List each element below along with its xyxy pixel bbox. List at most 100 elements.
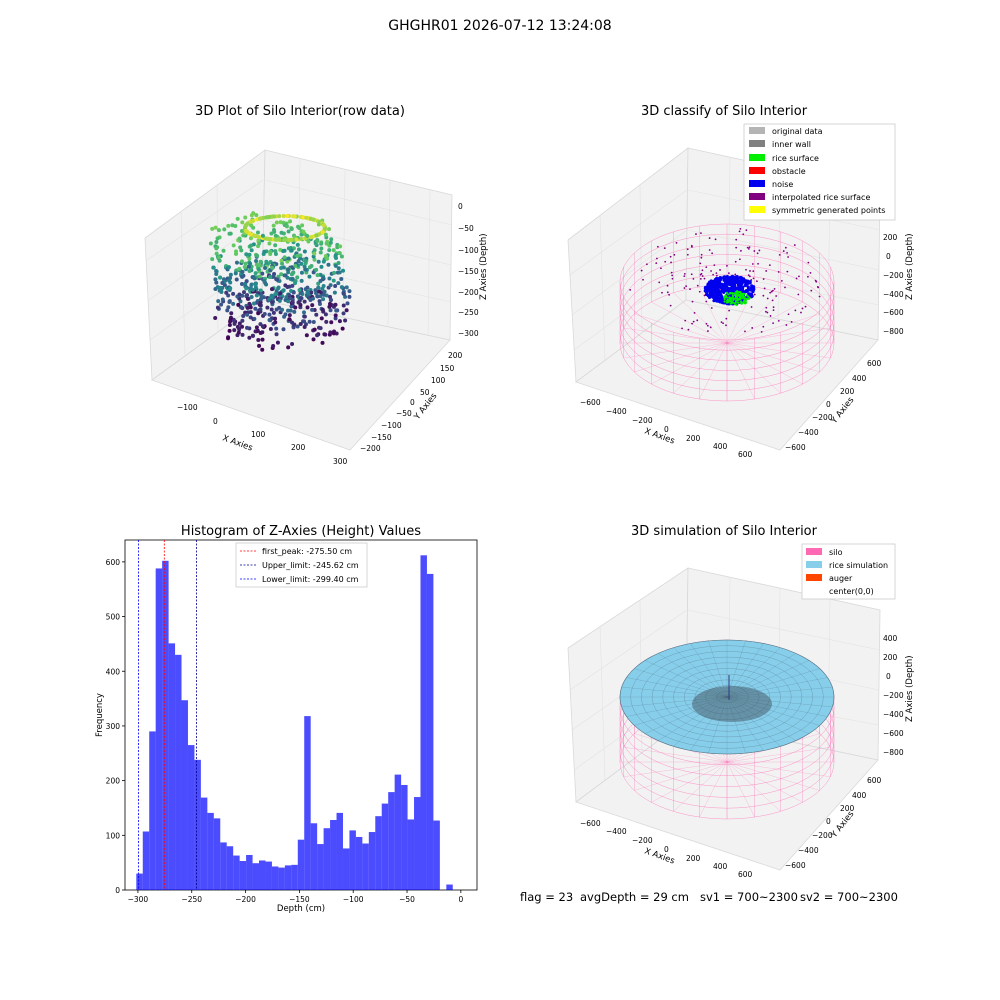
raw-point (339, 254, 344, 259)
noise-point (710, 282, 714, 286)
raw-point (295, 324, 300, 329)
interpolated-point (784, 286, 786, 289)
raw-point (333, 313, 338, 318)
raw-point (315, 333, 320, 338)
raw-point (298, 302, 303, 307)
simulation-z-ticks: 400 200 0 −200 −400 −600 −800 (883, 634, 904, 757)
raw-point (240, 259, 245, 264)
figure-title: GHGHR01 2026-07-12 13:24:08 (388, 18, 612, 34)
noise-point (730, 283, 734, 287)
raw-point (319, 264, 324, 269)
histogram-bar (375, 816, 382, 890)
interpolated-point (629, 289, 632, 291)
raw-point (305, 305, 310, 310)
raw-point (250, 287, 255, 292)
interpolated-point (671, 274, 674, 277)
sim-ytick: −200 (812, 831, 833, 840)
interpolated-point (681, 327, 683, 330)
raw-point (271, 223, 276, 228)
raw-point (297, 288, 302, 293)
histogram-bar (297, 839, 305, 890)
silo-floor-spoke (726, 301, 803, 344)
raw-point (314, 312, 319, 317)
raw-ytick: 50 (420, 388, 430, 397)
raw-point (309, 290, 314, 295)
raw-point (313, 291, 318, 296)
raw-point (288, 219, 293, 224)
raw-point (273, 292, 278, 297)
interpolated-point (670, 271, 673, 274)
rice-surface-point (733, 292, 736, 295)
interpolated-point (714, 238, 717, 241)
rice-mesh-spoke (690, 643, 728, 698)
interpolated-point (751, 327, 754, 329)
sim-ztick: −400 (883, 710, 904, 719)
raw-point (233, 224, 238, 229)
sim-xtick: −400 (606, 827, 627, 836)
interpolated-point (804, 305, 807, 308)
raw-point (274, 220, 279, 225)
raw-point (255, 328, 260, 333)
histogram-bar (433, 820, 440, 890)
silo-floor-spoke (673, 342, 728, 394)
interpolated-point (683, 287, 686, 289)
rice-mesh-spoke (726, 696, 764, 751)
raw-point (220, 297, 225, 302)
raw-point (341, 268, 346, 273)
raw-point (279, 258, 284, 263)
raw-point (245, 312, 250, 317)
raw-point (320, 229, 325, 234)
raw-point (333, 302, 338, 307)
raw-point (290, 342, 295, 347)
sim-ztick: −600 (883, 729, 904, 738)
interpolated-point (673, 253, 676, 256)
rice-mesh-spoke (644, 660, 728, 698)
raw-xtick: 300 (333, 457, 348, 466)
raw-point (286, 246, 291, 251)
raw-point (219, 290, 224, 295)
rice-mesh-spoke (658, 653, 728, 698)
histogram-bar (226, 846, 234, 890)
raw-point (213, 225, 218, 230)
raw-point (323, 312, 328, 317)
sim-ztick: −800 (883, 748, 904, 757)
raw-point (333, 263, 338, 268)
raw-point (332, 270, 337, 275)
interpolated-point (795, 277, 798, 280)
raw-point (286, 345, 291, 350)
histogram-y-tick-label: 100 (106, 831, 121, 840)
raw-point (298, 291, 303, 296)
histogram-bar (233, 855, 240, 890)
interpolated-point (711, 252, 714, 255)
raw-point (230, 223, 235, 228)
classify-zlabel: Z Axies (Depth) (905, 233, 915, 300)
histogram-reference-lines (138, 540, 197, 890)
raw-point (275, 277, 280, 282)
histogram-y-tick-label: 500 (106, 613, 121, 622)
interpolated-point (715, 272, 718, 275)
interpolated-point (770, 290, 773, 293)
noise-point (709, 285, 713, 289)
interpolated-point (693, 312, 696, 314)
raw-point (322, 289, 327, 294)
raw-point (320, 340, 325, 345)
noise-point (724, 278, 728, 283)
rice-surface-point (729, 297, 732, 300)
raw-point (336, 266, 341, 271)
raw-point (344, 308, 349, 313)
raw-point (341, 291, 346, 296)
interpolated-point (726, 264, 728, 267)
interpolated-point (773, 287, 776, 290)
rice-mesh-spoke (634, 668, 728, 698)
noise-point (751, 287, 756, 291)
sim-ytick: 200 (840, 804, 855, 813)
raw-point (234, 277, 239, 282)
raw-point (273, 320, 278, 325)
noise-point (725, 274, 729, 279)
legend-swatch (806, 548, 822, 555)
raw-point (268, 249, 273, 254)
raw-point (321, 223, 326, 228)
rice-surface-point (739, 297, 742, 301)
histogram-bar (388, 792, 395, 890)
raw-point (295, 242, 300, 247)
